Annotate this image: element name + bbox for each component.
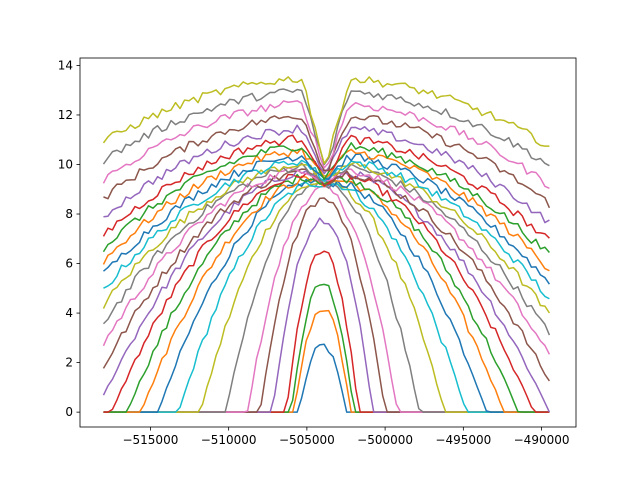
- y-tick-label: 8: [65, 207, 73, 221]
- y-axis: 0 2 4 6 8 10 12 14: [58, 58, 80, 419]
- y-tick-label: 2: [65, 356, 73, 370]
- x-tick-label: −505000: [279, 433, 335, 447]
- series-line-16: [102, 168, 551, 382]
- x-tick-label: −490000: [514, 433, 570, 447]
- series-line-20: [103, 159, 550, 300]
- series-line-23: [102, 142, 550, 254]
- y-tick-label: 12: [58, 108, 73, 122]
- x-tick-label: −495000: [435, 433, 491, 447]
- axes-frame: [79, 57, 577, 428]
- y-tick-label: 4: [65, 306, 73, 320]
- y-tick-label: 6: [65, 257, 73, 271]
- y-tick-label: 0: [65, 405, 73, 419]
- series-line-27: [102, 100, 550, 190]
- x-tick-label: −500000: [357, 433, 413, 447]
- x-tick-label: −510000: [201, 433, 257, 447]
- y-tick-label: 14: [58, 58, 73, 72]
- series-line-11: [103, 178, 550, 413]
- series-line-18: [102, 162, 551, 336]
- series-line-26: [103, 115, 551, 209]
- series-line-21: [102, 153, 551, 285]
- series-line-17: [102, 166, 551, 355]
- x-axis: −515000 −510000 −505000 −500000 −495000 −4900…: [122, 427, 570, 447]
- series-layer: [102, 76, 551, 413]
- y-tick-label: 10: [58, 157, 73, 171]
- series-line-13: [103, 173, 550, 413]
- x-tick-label: −515000: [122, 433, 178, 447]
- series-line-29: [102, 76, 550, 165]
